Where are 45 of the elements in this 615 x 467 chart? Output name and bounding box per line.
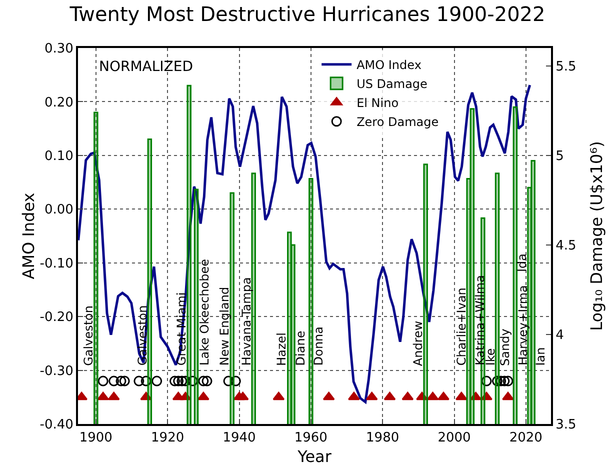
x-tick-label: 1960	[294, 430, 328, 446]
y-tick-label: -0.10	[40, 256, 74, 272]
x-axis-title: Year	[296, 446, 332, 466]
data-label: Havana-Tampa	[239, 277, 254, 366]
x-tick-label: 1940	[222, 430, 256, 446]
y-tick-label: 0.30	[44, 42, 74, 57]
y-tick-label: 0.10	[44, 148, 74, 164]
x-tick-label: 1980	[366, 430, 400, 446]
data-label: Galveston	[82, 306, 96, 366]
y-tick-label: -0.40	[40, 418, 74, 433]
data-label: Hazel	[274, 332, 289, 366]
data-label: Andrew	[410, 320, 425, 366]
data-label: Donna	[311, 326, 326, 366]
y2-axis-title: Log₁₀ Damage (U$x10⁶)	[587, 141, 606, 331]
x-tick-label: 1920	[151, 430, 184, 446]
y2-tick-label: 5	[556, 148, 564, 164]
y2-tick-label: 3.5	[556, 418, 576, 433]
data-label: Ike	[483, 348, 498, 366]
data-label: Galveston	[135, 305, 150, 366]
y2-tick-label: 5.5	[556, 59, 576, 74]
y-tick-label: -0.30	[40, 364, 74, 379]
y-tick-label: -0.20	[40, 310, 74, 326]
y-axis-title: AMO Index	[18, 192, 38, 280]
data-label: Ian	[534, 347, 548, 366]
legend-label: Zero Damage	[356, 115, 439, 130]
data-label: Diane	[294, 330, 308, 366]
x-tick-label: 2020	[509, 430, 542, 446]
data-label: Sandy	[498, 328, 512, 366]
legend-label: El Nino	[356, 96, 399, 110]
data-label: New England	[217, 286, 232, 366]
legend-label: US Damage	[356, 77, 428, 92]
data-label: Great Miami	[174, 292, 188, 366]
data-label: Ida	[514, 253, 529, 272]
y-tick-label: 0.00	[44, 202, 74, 218]
annotation: NORMALIZED	[99, 59, 194, 75]
data-label: Charlie+Ivan	[454, 288, 468, 366]
y2-tick-label: 4.5	[556, 238, 576, 254]
data-label: Harvey+Irma	[516, 285, 530, 366]
chart-title: Twenty Most Destructive Hurricanes 1900-2022	[68, 2, 546, 26]
y-tick-label: 0.20	[44, 95, 74, 110]
x-tick-label: 1900	[79, 430, 112, 446]
data-label: Lake Okeechobee	[197, 259, 212, 366]
y2-tick-label: 4	[556, 328, 564, 344]
x-tick-label: 2000	[438, 430, 471, 446]
legend-label: AMO Index	[356, 58, 422, 72]
